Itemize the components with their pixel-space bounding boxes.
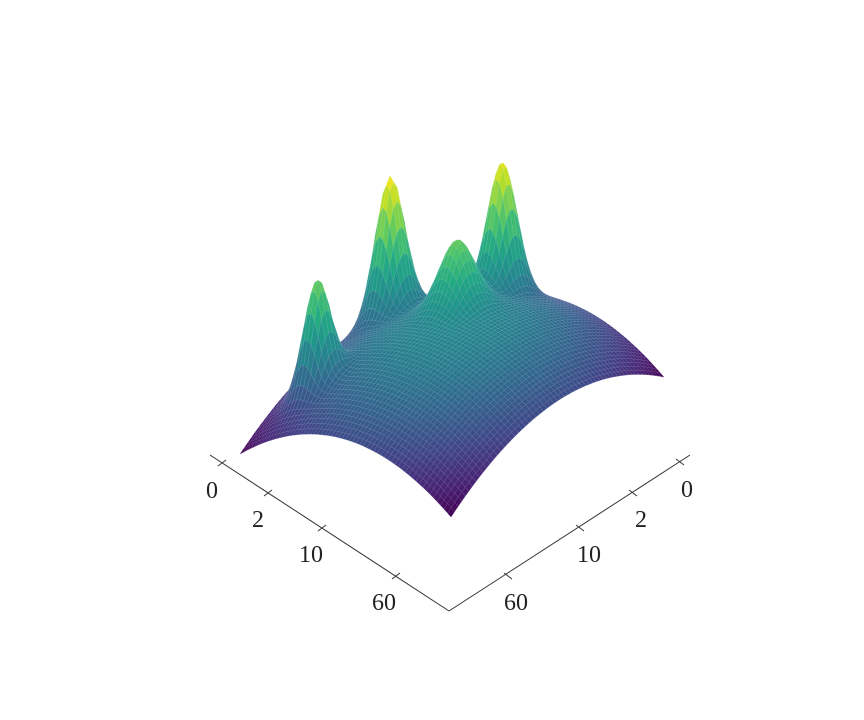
left-axis-tick (317, 524, 327, 532)
left-axis-tick-label: 60 (372, 590, 396, 616)
right-axis-tick (575, 524, 585, 532)
right-axis-tick-label: 2 (635, 507, 647, 533)
right-axis-ticks: 0 2 10 60 (503, 458, 693, 616)
left-axis-tick (217, 459, 227, 467)
left-axis-tick (263, 489, 273, 497)
left-axis-ticks: 0 2 10 60 (206, 459, 401, 616)
surface-mesh (239, 162, 665, 518)
right-axis-tick-label: 60 (504, 590, 528, 616)
left-axis-tick-label: 10 (299, 542, 323, 568)
left-axis-line (209, 454, 450, 612)
left-axis-tick (391, 572, 401, 580)
right-axis-tick-label: 10 (577, 542, 601, 568)
right-axis-tick (503, 572, 513, 580)
left-axis-tick-label: 2 (252, 507, 264, 533)
axes: 0 2 10 60 0 2 10 60 (206, 454, 693, 616)
right-axis-tick (628, 489, 638, 497)
right-axis-tick-label: 0 (681, 477, 693, 503)
right-axis-line (448, 454, 691, 612)
right-axis-tick (675, 458, 685, 466)
surface-facet (447, 507, 455, 518)
left-axis-tick-label: 0 (206, 478, 218, 504)
